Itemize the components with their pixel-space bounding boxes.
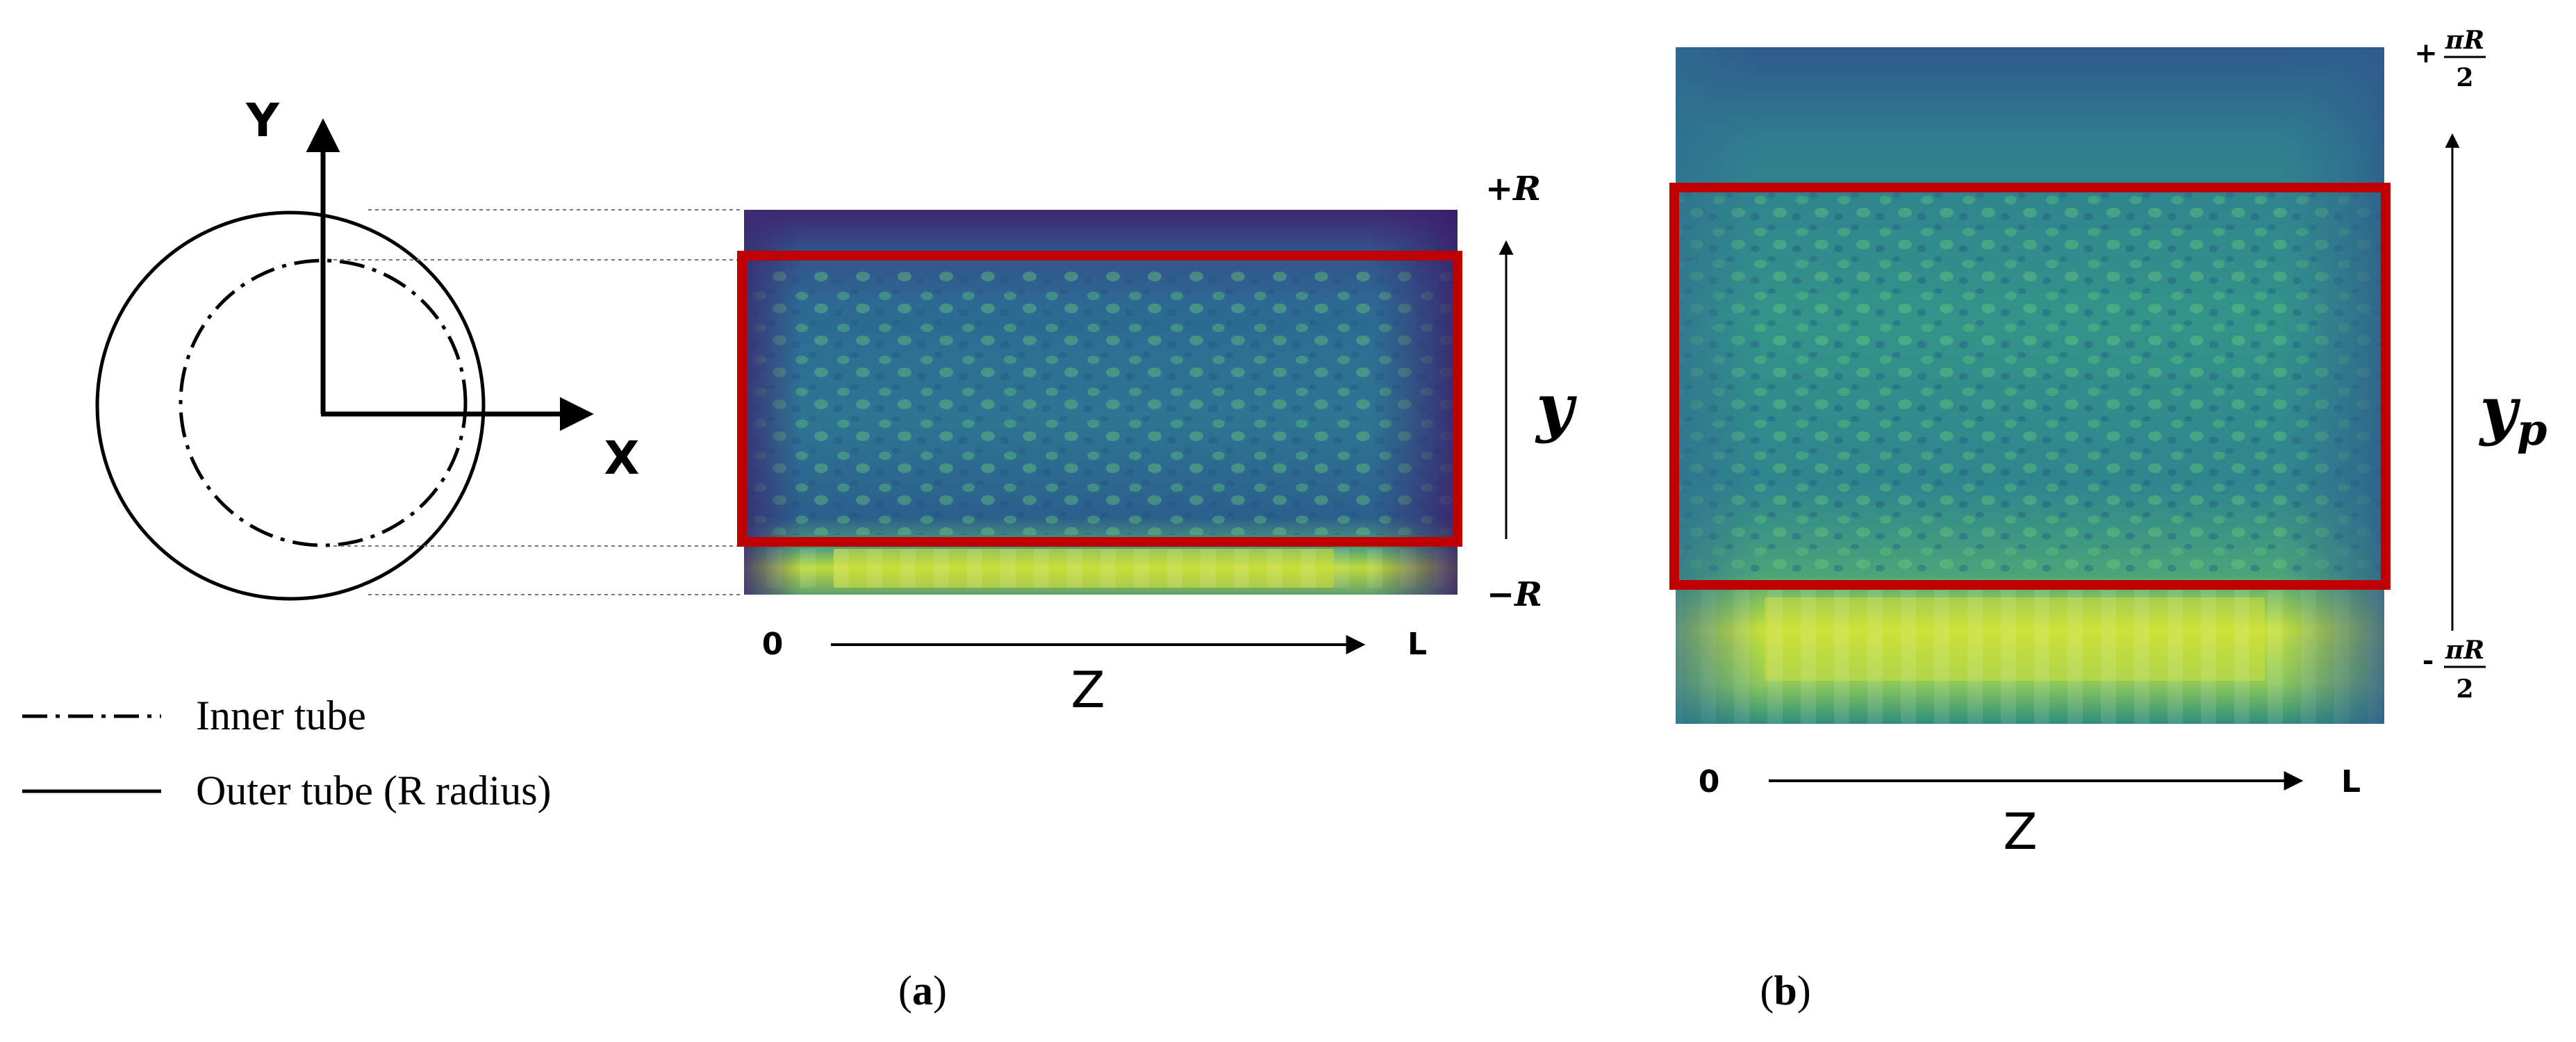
panel-a: +R −R y 0 L Z (a) (737, 169, 1577, 1014)
top-label-a: +R (1485, 169, 1541, 208)
cross-section-diagram: Y X (95, 94, 742, 601)
caption-b: (b) (1760, 968, 1810, 1014)
svg-text:+: + (2414, 37, 2438, 69)
panel-b: + πR 2 - πR 2 yp 0 L Z (b) (1669, 26, 2548, 1014)
bottom-label-b: - πR 2 (2422, 636, 2486, 704)
svg-text:2: 2 (2456, 63, 2473, 92)
axis-start-a: 0 (762, 627, 784, 662)
y-axis-label: Y (245, 94, 280, 147)
axis-start-b: 0 (1699, 764, 1720, 800)
legend: Inner tube Outer tube (R radius) (22, 693, 552, 813)
bottom-label-a: −R (1487, 575, 1542, 614)
heatmap-b (1676, 47, 2384, 724)
svg-text:-: - (2422, 644, 2434, 677)
axis-label-b: Z (2003, 802, 2037, 861)
svg-text:2: 2 (2456, 675, 2473, 704)
highlight-box-b (1669, 183, 2391, 590)
inner-tube-circle (179, 258, 468, 547)
side-label-a: y (1535, 370, 1577, 445)
top-label-b: + πR 2 (2414, 26, 2486, 92)
svg-text:πR: πR (2445, 26, 2484, 55)
legend-outer-label: Outer tube (R radius) (196, 768, 552, 813)
axis-end-b: L (2341, 764, 2361, 800)
outer-tube-circle (95, 210, 486, 601)
caption-a: (a) (898, 968, 947, 1014)
heatmap-a (744, 210, 1458, 595)
legend-inner-label: Inner tube (196, 693, 366, 738)
axis-end-a: L (1407, 627, 1427, 662)
side-label-b: yp (2479, 372, 2548, 455)
highlight-box-a (737, 251, 1462, 547)
axis-label-a: Z (1071, 661, 1105, 719)
svg-text:πR: πR (2445, 636, 2484, 665)
x-axis-label: X (604, 431, 640, 485)
